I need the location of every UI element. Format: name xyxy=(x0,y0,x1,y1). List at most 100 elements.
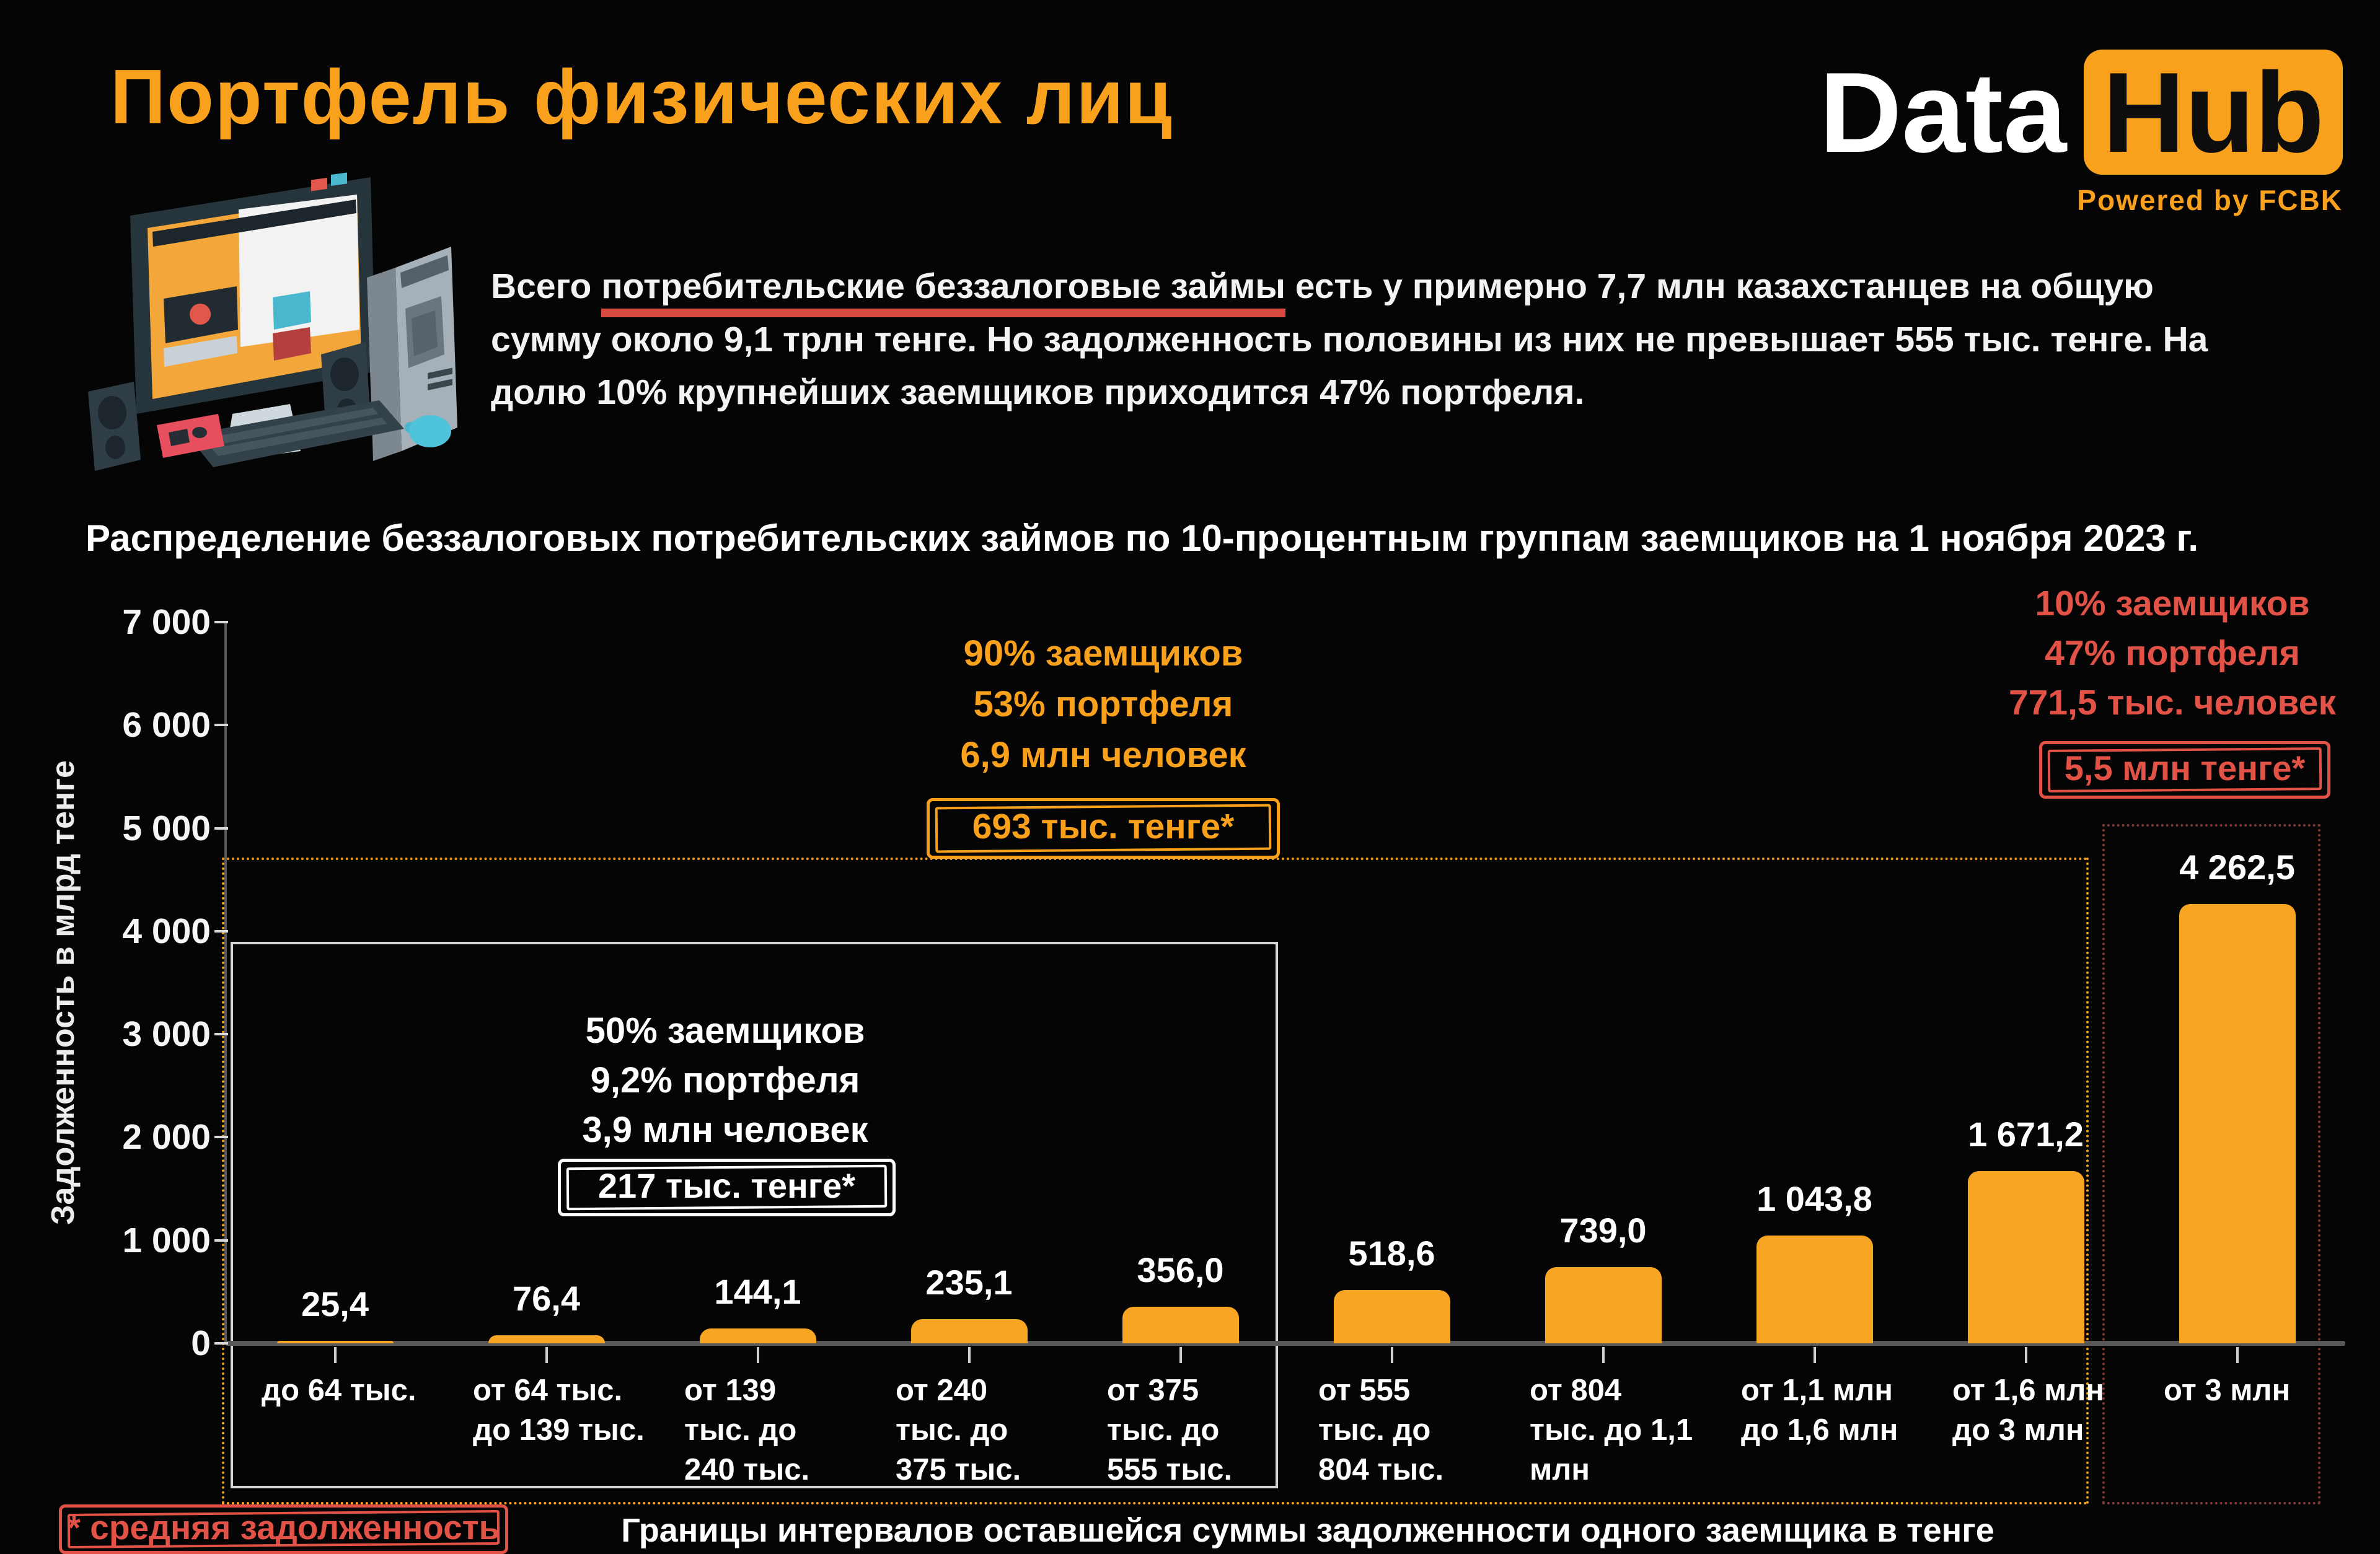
intro-text-before: Всего xyxy=(491,266,602,306)
annotation-line: 6,9 млн человек xyxy=(960,735,1246,775)
y-axis-tick-label: 1 000 xyxy=(122,1220,211,1260)
x-axis-category-label: от 3 млн xyxy=(2164,1371,2290,1410)
bar xyxy=(1333,1289,1450,1343)
annotation-line: 10% заемщиков xyxy=(2035,584,2310,623)
intro-paragraph: Всего потребительские беззалоговые займы… xyxy=(491,260,2257,419)
bar-value-label: 144,1 xyxy=(714,1272,801,1312)
y-axis-tickmark xyxy=(214,1342,228,1345)
y-axis-tickmark xyxy=(214,621,228,623)
bar-value-label: 1 671,2 xyxy=(1968,1115,2084,1154)
bar-value-label: 518,6 xyxy=(1348,1233,1435,1273)
x-axis-category-line: от 375 xyxy=(1107,1374,1199,1407)
y-axis-tick-label: 6 000 xyxy=(122,705,211,745)
y-axis-tick-label: 7 000 xyxy=(122,602,211,642)
x-axis-category-line: от 3 млн xyxy=(2164,1374,2291,1407)
badge-average-debt-90: 693 тыс. тенге* xyxy=(927,798,1280,859)
logo-text-data: Data xyxy=(1819,48,2067,176)
x-axis-category-label: от 139 тыс. до 240 тыс. xyxy=(684,1371,809,1490)
x-axis-category-line: тыс. до xyxy=(684,1413,797,1447)
x-axis-category-line: тыс. до xyxy=(896,1413,1008,1447)
x-axis-category-line: от 1,6 млн xyxy=(1952,1374,2105,1407)
annotation-10-percent: 10% заемщиков 47% портфеля 771,5 тыс. че… xyxy=(1962,579,2380,727)
y-axis-tickmark xyxy=(214,1033,228,1036)
annotation-50-percent: 50% заемщиков 9,2% портфеля 3,9 млн чело… xyxy=(524,1006,927,1155)
y-axis-tickmark xyxy=(214,724,228,727)
x-axis-tickmark xyxy=(1390,1347,1393,1363)
x-axis-tickmark xyxy=(333,1347,337,1363)
y-axis-tickmark xyxy=(214,1136,228,1139)
bar xyxy=(276,1340,394,1343)
x-axis-tickmark xyxy=(1813,1347,1816,1363)
underlined-phrase: потребительские беззалоговые займы xyxy=(601,266,1285,317)
annotation-line: 771,5 тыс. человек xyxy=(2008,683,2337,722)
x-axis-tickmark xyxy=(545,1347,548,1363)
bar-value-label: 1 043,8 xyxy=(1756,1179,1872,1219)
x-axis-tickmark xyxy=(2236,1347,2239,1363)
annotation-line: 9,2% портфеля xyxy=(590,1060,860,1100)
bar-value-label: 739,0 xyxy=(1559,1211,1647,1250)
bar-value-label: 76,4 xyxy=(513,1279,580,1319)
bar xyxy=(2179,904,2296,1343)
x-axis-tickmark xyxy=(967,1347,971,1363)
logo-tagline: Powered by FCBK xyxy=(2077,184,2343,217)
x-axis-category-label: от 240 тыс. до 375 тыс. xyxy=(896,1371,1021,1490)
bar-value-label: 25,4 xyxy=(301,1284,369,1324)
x-axis-category-line: от 804 xyxy=(1530,1374,1622,1407)
x-axis-line xyxy=(226,1341,2345,1346)
x-axis-category-line: 240 тыс. xyxy=(684,1453,810,1486)
bar-value-label: 356,0 xyxy=(1137,1250,1224,1289)
x-axis-category-line: от 139 xyxy=(684,1374,777,1407)
annotation-line: 3,9 млн человек xyxy=(582,1110,868,1150)
annotation-line: 47% портфеля xyxy=(2045,633,2300,673)
bar xyxy=(699,1328,816,1343)
bar-value-label: 4 262,5 xyxy=(2179,848,2295,887)
chart-title: Распределение беззалоговых потребительск… xyxy=(86,517,2199,559)
bar xyxy=(488,1335,605,1343)
badge-average-debt-10: 5,5 млн тенге* xyxy=(2039,741,2330,799)
bar xyxy=(1967,1171,2084,1343)
y-axis-tick-label: 4 000 xyxy=(122,911,211,951)
group-box-90-percent xyxy=(222,858,2089,1504)
y-axis-line xyxy=(224,622,227,1343)
y-axis-tick-label: 5 000 xyxy=(122,808,211,848)
x-axis-tickmark xyxy=(756,1347,759,1363)
x-axis-category-line: от 555 xyxy=(1318,1374,1411,1407)
x-axis-category-line: до 139 тыс. xyxy=(473,1413,645,1447)
footnote-average-debt: * средняя задолженность xyxy=(59,1504,508,1554)
bar xyxy=(1545,1267,1662,1343)
red-device xyxy=(157,414,224,458)
logo-text-hub: Hub xyxy=(2084,50,2343,175)
group-box-50-percent xyxy=(231,942,1278,1488)
bar xyxy=(1122,1306,1239,1343)
datahub-logo: Data Hub Powered by FCBK xyxy=(1820,50,2343,217)
y-axis-tickmark xyxy=(214,1239,228,1242)
x-axis-category-line: 555 тыс. xyxy=(1107,1453,1233,1486)
x-axis-category-label: от 555 тыс. до 804 тыс. xyxy=(1318,1371,1443,1490)
x-axis-category-line: от 1,1 млн xyxy=(1741,1374,1893,1407)
x-axis-caption: Границы интервалов оставшейся суммы задо… xyxy=(621,1512,1994,1549)
x-axis-tickmark xyxy=(1179,1347,1182,1363)
bar xyxy=(1756,1236,1873,1343)
x-axis-category-line: 804 тыс. xyxy=(1318,1453,1444,1486)
bar-value-label: 235,1 xyxy=(925,1262,1013,1302)
bar xyxy=(910,1319,1028,1343)
y-axis-tick-label: 3 000 xyxy=(122,1014,211,1055)
annotation-line: 50% заемщиков xyxy=(585,1011,865,1051)
logo-row: Data Hub xyxy=(1820,50,2343,175)
x-axis-category-label: от 375 тыс. до 555 тыс. xyxy=(1107,1371,1232,1490)
x-axis-tickmark xyxy=(1602,1347,1605,1363)
x-axis-category-line: тыс. до xyxy=(1318,1413,1431,1447)
intro-text-after: есть у примерно 7,7 млн казахстанцев на … xyxy=(491,266,2208,412)
x-axis-category-label: от 64 тыс. до 139 тыс. xyxy=(473,1371,645,1450)
computer-illustration xyxy=(88,172,457,471)
y-axis-tick-label: 2 000 xyxy=(122,1117,211,1157)
y-axis-tickmark xyxy=(214,827,228,830)
page-title: Портфель физических лиц xyxy=(110,55,1173,140)
x-axis-category-line: до 3 млн xyxy=(1952,1413,2084,1447)
y-axis-tick-label: 0 xyxy=(191,1324,211,1363)
x-axis-category-label: до 64 тыс. xyxy=(262,1371,416,1410)
x-axis-category-label: от 1,1 млн до 1,6 млн xyxy=(1741,1371,1898,1450)
x-axis-category-line: до 64 тыс. xyxy=(262,1374,416,1407)
badge-average-debt-50: 217 тыс. тенге* xyxy=(558,1159,896,1216)
